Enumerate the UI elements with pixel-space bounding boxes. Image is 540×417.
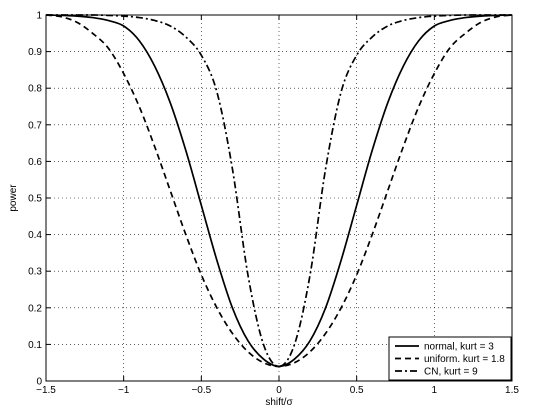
x-tick-label: 1.5 — [505, 385, 519, 396]
series-line-2 — [46, 14, 512, 368]
y-tick-label: 0.5 — [28, 194, 42, 205]
y-tick-labels: 0 0.1 0.2 0.3 0.4 0.5 0.6 0.7 0.8 0.9 1 — [28, 11, 42, 388]
y-axis-label: power — [8, 184, 19, 212]
series-line-1 — [45, 14, 513, 368]
y-tick-label: 0.7 — [28, 120, 42, 131]
x-tick-label: −0.5 — [191, 385, 211, 396]
x-tick-label: −1.5 — [36, 385, 56, 396]
y-tick-label: 0.9 — [28, 47, 42, 58]
x-tick-label: 1 — [432, 385, 438, 396]
x-axis-label: shift/σ — [265, 397, 293, 408]
y-tick-label: 0.3 — [28, 267, 42, 278]
y-tick-label: 0.6 — [28, 157, 42, 168]
x-tick-label: −1 — [118, 385, 130, 396]
axis-ticks — [45, 14, 513, 382]
y-tick-label: 0.4 — [28, 230, 42, 241]
x-tick-labels: −1.5 −1 −0.5 0 0.5 1 1.5 — [36, 385, 519, 396]
y-tick-label: 0.1 — [28, 340, 42, 351]
legend-label: normal, kurt = 3 — [424, 342, 494, 353]
y-tick-label: 1 — [36, 11, 42, 22]
y-tick-label: 0 — [36, 377, 42, 388]
x-tick-label: 0 — [276, 385, 282, 396]
legend-label: uniform. kurt = 1.8 — [424, 354, 505, 365]
legend-label: CN, kurt = 9 — [424, 367, 478, 378]
grid-lines — [46, 15, 512, 381]
y-tick-label: 0.2 — [28, 303, 42, 314]
y-tick-label: 0.8 — [28, 84, 42, 95]
series-curves — [45, 14, 513, 368]
x-tick-label: 0.5 — [350, 385, 364, 396]
